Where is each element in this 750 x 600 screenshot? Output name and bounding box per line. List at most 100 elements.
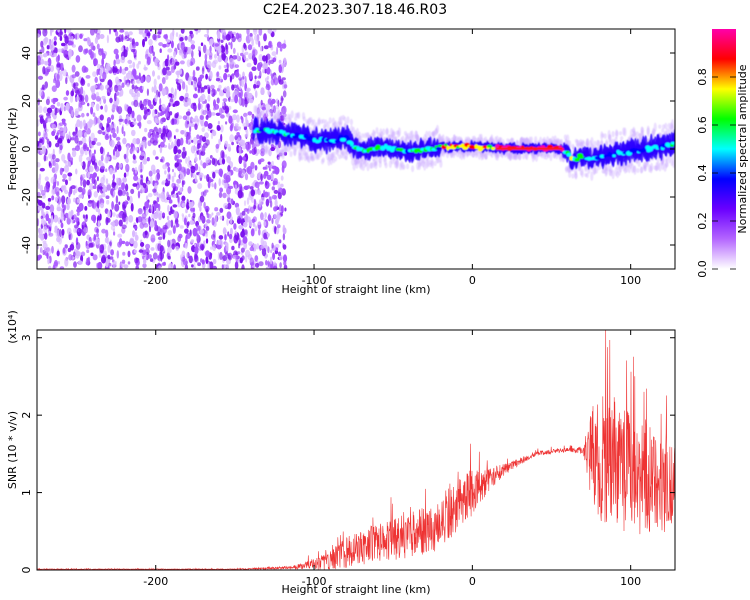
- noise-speckle: [224, 140, 229, 147]
- y-tick-label: 0: [20, 146, 33, 153]
- noise-speckle: [279, 262, 282, 269]
- trace-halo: [294, 116, 298, 121]
- noise-speckle: [131, 167, 135, 172]
- noise-speckle: [177, 149, 182, 155]
- noise-speckle: [45, 213, 49, 222]
- noise-speckle: [80, 77, 84, 85]
- noise-speckle: [38, 89, 43, 97]
- trace-halo: [439, 159, 443, 168]
- noise-speckle: [46, 107, 53, 114]
- noise-speckle: [188, 76, 193, 81]
- noise-speckle: [263, 62, 266, 70]
- noise-speckle: [207, 123, 213, 129]
- noise-speckle: [241, 156, 247, 161]
- noise-speckle: [75, 96, 80, 102]
- noise-speckle: [55, 79, 61, 89]
- trace-halo: [574, 173, 578, 179]
- noise-speckle: [127, 250, 131, 258]
- noise-speckle: [282, 227, 287, 234]
- noise-speckle: [268, 40, 273, 49]
- noise-speckle: [80, 162, 83, 167]
- trace-halo: [358, 134, 362, 145]
- noise-speckle: [58, 122, 64, 126]
- noise-speckle: [271, 51, 277, 57]
- noise-speckle: [249, 246, 255, 252]
- trace-halo: [281, 144, 285, 153]
- noise-speckle: [209, 261, 214, 269]
- noise-speckle: [192, 172, 195, 179]
- noise-speckle: [130, 188, 135, 195]
- noise-speckle: [170, 87, 174, 94]
- noise-speckle: [236, 52, 239, 61]
- noise-speckle: [98, 159, 102, 166]
- noise-speckle: [93, 216, 96, 224]
- noise-speckle: [211, 217, 215, 226]
- noise-speckle: [274, 199, 278, 207]
- noise-speckle: [186, 251, 189, 259]
- noise-speckle: [67, 33, 72, 40]
- noise-speckle: [75, 55, 81, 63]
- noise-speckle: [54, 107, 58, 116]
- noise-speckle: [92, 161, 95, 166]
- noise-speckle: [148, 170, 153, 177]
- noise-speckle: [249, 206, 255, 214]
- noise-speckle: [162, 232, 166, 240]
- noise-speckle: [150, 205, 154, 213]
- noise-speckle: [219, 107, 223, 116]
- noise-speckle: [142, 38, 145, 48]
- noise-speckle: [62, 173, 67, 180]
- trace-halo: [664, 122, 668, 130]
- noise-speckle: [181, 203, 186, 208]
- colorbar-tick-label: 0.4: [696, 164, 709, 182]
- noise-speckle: [165, 74, 169, 80]
- noise-speckle: [132, 68, 137, 78]
- noise-speckle: [185, 111, 191, 116]
- noise-speckle: [246, 87, 251, 92]
- noise-speckle: [248, 219, 253, 227]
- trace-halo: [332, 151, 336, 159]
- noise-speckle: [152, 134, 157, 141]
- noise-speckle: [55, 142, 60, 148]
- noise-speckle: [178, 233, 183, 239]
- noise-speckle: [41, 202, 46, 209]
- noise-speckle: [245, 129, 249, 137]
- noise-speckle: [105, 168, 108, 172]
- noise-speckle: [200, 191, 205, 197]
- noise-speckle: [257, 62, 262, 72]
- noise-speckle: [128, 31, 133, 36]
- noise-speckle: [96, 176, 99, 182]
- noise-speckle: [76, 212, 80, 216]
- noise-speckle: [109, 167, 113, 175]
- noise-speckle: [53, 214, 59, 223]
- noise-speckle: [190, 145, 196, 154]
- noise-speckle: [219, 215, 223, 220]
- noise-speckle: [243, 200, 247, 207]
- noise-speckle: [270, 146, 276, 152]
- noise-speckle: [211, 212, 214, 216]
- noise-speckle: [152, 149, 156, 156]
- x-tick-label: 0: [469, 274, 476, 287]
- noise-speckle: [198, 50, 202, 58]
- noise-speckle: [132, 183, 138, 187]
- noise-speckle: [271, 242, 274, 249]
- trace-halo: [670, 119, 675, 129]
- noise-speckle: [92, 84, 98, 89]
- noise-speckle: [141, 86, 144, 90]
- noise-speckle: [125, 216, 129, 225]
- noise-speckle: [216, 97, 220, 104]
- noise-speckle: [267, 89, 271, 96]
- noise-speckle: [277, 99, 280, 107]
- noise-speckle: [145, 243, 151, 250]
- noise-speckle: [243, 42, 247, 49]
- noise-speckle: [162, 88, 166, 97]
- noise-speckle: [97, 261, 103, 269]
- trace-halo: [312, 119, 316, 126]
- noise-speckle: [65, 90, 70, 96]
- noise-speckle: [105, 261, 109, 268]
- noise-speckle: [173, 135, 176, 140]
- noise-speckle: [42, 249, 45, 256]
- noise-speckle: [282, 244, 287, 250]
- noise-speckle: [273, 189, 279, 194]
- noise-speckle: [152, 188, 157, 193]
- noise-speckle: [227, 194, 230, 198]
